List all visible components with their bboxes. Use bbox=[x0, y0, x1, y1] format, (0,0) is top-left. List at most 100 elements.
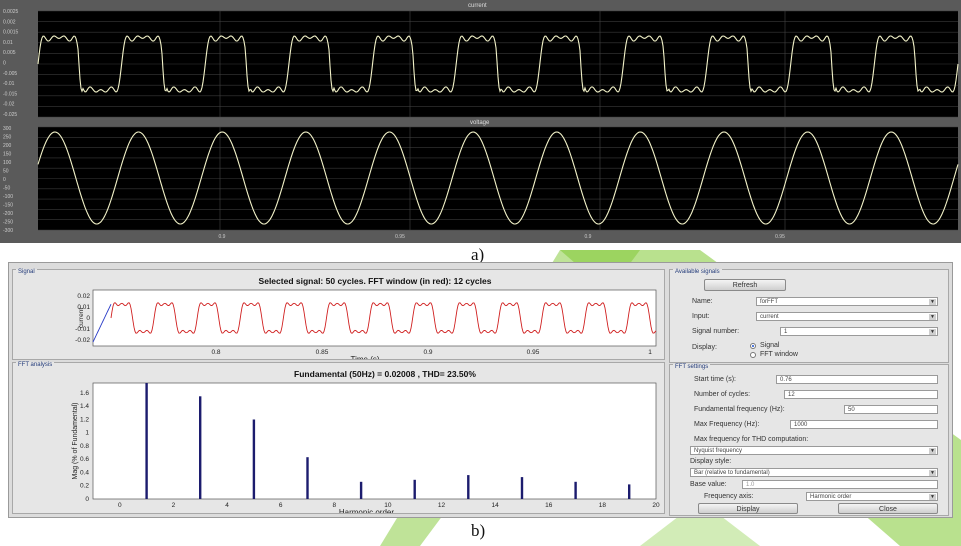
scope-x-tick-label: 0.9 bbox=[219, 234, 226, 240]
chevron-down-icon: ▼ bbox=[929, 494, 936, 500]
name-dropdown[interactable]: forFFT ▼ bbox=[756, 297, 938, 306]
current-plot-title: current bbox=[468, 3, 487, 9]
voltage-y-tick-label: -100 bbox=[3, 194, 13, 200]
fft-bar-h3 bbox=[199, 396, 202, 499]
close-button[interactable]: Close bbox=[838, 503, 938, 514]
signal-y-tick-label: -0.02 bbox=[75, 337, 90, 344]
fft-plot-area bbox=[92, 382, 657, 500]
fft-bar-h11 bbox=[413, 479, 416, 499]
voltage-plot-title: voltage bbox=[470, 120, 490, 126]
max-freq-input[interactable]: 1000 bbox=[790, 420, 938, 429]
voltage-y-tick-label: 50 bbox=[3, 169, 9, 175]
signal-y-tick-label: 0.02 bbox=[77, 293, 90, 300]
current-y-tick-label: 0.0015 bbox=[3, 30, 19, 36]
start-time-input[interactable]: 0.76 bbox=[776, 375, 938, 384]
current-y-tick-label: 0 bbox=[3, 61, 6, 67]
cycles-label: Number of cycles: bbox=[694, 391, 751, 398]
voltage-y-tick-label: 300 bbox=[3, 126, 12, 132]
chevron-down-icon: ▼ bbox=[929, 329, 936, 335]
name-label: Name: bbox=[692, 298, 713, 305]
display-style-dropdown[interactable]: Bar (relative to fundamental) ▼ bbox=[690, 468, 938, 477]
current-y-tick-label: -0.01 bbox=[3, 81, 15, 87]
base-value-input[interactable]: 1.0 bbox=[742, 480, 938, 489]
current-y-tick-label: 0.005 bbox=[3, 50, 16, 56]
thd-freq-label: Max frequency for THD computation: bbox=[694, 436, 809, 443]
refresh-button[interactable]: Refresh bbox=[704, 279, 786, 291]
display-signal-radio[interactable] bbox=[750, 343, 756, 349]
fft-y-tick-label: 0 bbox=[85, 496, 89, 503]
input-dropdown[interactable]: current ▼ bbox=[756, 312, 938, 321]
signal-panel-title: Signal bbox=[16, 269, 37, 275]
current-y-tick-label: -0.005 bbox=[3, 71, 17, 77]
fft-y-tick-label: 1 bbox=[85, 430, 89, 437]
signal-x-tick-label: 0.85 bbox=[316, 349, 329, 356]
fft-x-tick-label: 4 bbox=[225, 502, 229, 509]
oscilloscope-plot: 0.0025 0.002 0.0015 0.01 0.005 0 -0.005 -0.01 -0… bbox=[3, 9, 959, 240]
display-fft-window-label: FFT window bbox=[760, 351, 798, 358]
display-label: Display: bbox=[692, 344, 717, 351]
fft-bar-h5 bbox=[252, 419, 256, 499]
fft-x-tick-label: 6 bbox=[279, 502, 283, 509]
signal-x-tick-label: 0.95 bbox=[527, 349, 540, 356]
signal-y-tick-label: 0 bbox=[86, 315, 90, 322]
signal-number-value: 1 bbox=[784, 329, 788, 335]
fft-settings-panel: FFT settings Start time (s): 0.76 Number… bbox=[669, 364, 949, 516]
scope-x-tick-label: 0.9 bbox=[585, 234, 592, 240]
current-y-tick-label: -0.015 bbox=[3, 91, 17, 97]
fft-y-tick-label: 0.6 bbox=[80, 456, 89, 463]
chevron-down-icon: ▼ bbox=[929, 470, 936, 476]
signal-x-tick-label: 0.9 bbox=[423, 349, 432, 356]
signal-x-axis-label: Time (s) bbox=[350, 355, 379, 359]
name-dropdown-value: forFFT bbox=[760, 299, 778, 305]
caption-a: a) bbox=[471, 245, 485, 264]
fund-freq-label: Fundamental frequency (Hz): bbox=[694, 406, 785, 413]
fft-x-tick-label: 20 bbox=[652, 502, 660, 509]
signal-plot: Selected signal: 50 cycles. FFT window (… bbox=[75, 276, 657, 359]
fft-x-tick-label: 10 bbox=[384, 502, 392, 509]
freq-axis-label: Frequency axis: bbox=[704, 493, 754, 500]
caption-b: b) bbox=[471, 521, 486, 540]
current-y-tick-label: 0.01 bbox=[3, 40, 13, 46]
fft-x-tick-label: 2 bbox=[172, 502, 176, 509]
fft-plot-title: Fundamental (50Hz) = 0.02008 , THD= 23.5… bbox=[294, 369, 476, 379]
fft-window-waveform bbox=[110, 302, 657, 334]
fft-bar-h7 bbox=[306, 457, 309, 499]
thd-freq-value: Nyquist frequency bbox=[694, 448, 743, 454]
display-button[interactable]: Display bbox=[698, 503, 798, 514]
fft-y-tick-label: 1.6 bbox=[80, 390, 89, 397]
thd-freq-dropdown[interactable]: Nyquist frequency ▼ bbox=[690, 446, 938, 455]
available-signals-panel: Available signals Refresh Name: forFFT ▼… bbox=[669, 269, 949, 363]
display-fft-window-radio[interactable] bbox=[750, 352, 756, 358]
signal-y-tick-label: 0.01 bbox=[77, 304, 90, 311]
signal-x-tick-label: 0.8 bbox=[211, 349, 220, 356]
fft-bar-h13 bbox=[467, 475, 470, 499]
voltage-y-tick-label: -50 bbox=[3, 186, 10, 192]
fft-y-tick-label: 0.4 bbox=[80, 469, 89, 476]
signal-number-dropdown[interactable]: 1 ▼ bbox=[780, 327, 938, 336]
display-style-value: Bar (relative to fundamental) bbox=[694, 470, 770, 476]
current-waveform bbox=[37, 35, 959, 93]
display-style-label: Display style: bbox=[690, 458, 732, 465]
voltage-y-tick-label: 150 bbox=[3, 152, 12, 158]
fft-bar-h19 bbox=[628, 484, 631, 499]
fft-y-axis-label: Mag (% of Fundamental) bbox=[72, 402, 79, 479]
oscilloscope-view: 0.0025 0.002 0.0015 0.01 0.005 0 -0.005 -0.01 -0… bbox=[0, 0, 961, 243]
fft-y-tick-label: 0.2 bbox=[80, 483, 89, 490]
fft-analysis-panel: FFT analysis Fundamental (50Hz) = 0.0200… bbox=[12, 362, 665, 514]
fft-bar-h9 bbox=[359, 481, 363, 499]
fft-x-tick-label: 18 bbox=[599, 502, 607, 509]
freq-axis-dropdown[interactable]: Harmonic order ▼ bbox=[806, 492, 938, 501]
voltage-y-tick-label: 250 bbox=[3, 135, 12, 141]
signal-y-axis-label: current bbox=[78, 308, 85, 328]
voltage-y-tick-label: -250 bbox=[3, 220, 13, 226]
fft-x-tick-label: 16 bbox=[545, 502, 553, 509]
signal-plot-area bbox=[92, 289, 657, 347]
signal-waveform-start bbox=[92, 304, 112, 343]
fund-freq-input[interactable]: 50 bbox=[844, 405, 938, 414]
cycles-input[interactable]: 12 bbox=[784, 390, 938, 399]
fft-x-axis-label: Harmonic order bbox=[339, 508, 394, 513]
current-y-tick-label: 0.0025 bbox=[3, 9, 19, 15]
chevron-down-icon: ▼ bbox=[929, 448, 936, 454]
fft-bar-h1 bbox=[145, 383, 148, 499]
signal-panel: Signal Selected signal: 50 cycles. FFT w… bbox=[12, 269, 665, 360]
